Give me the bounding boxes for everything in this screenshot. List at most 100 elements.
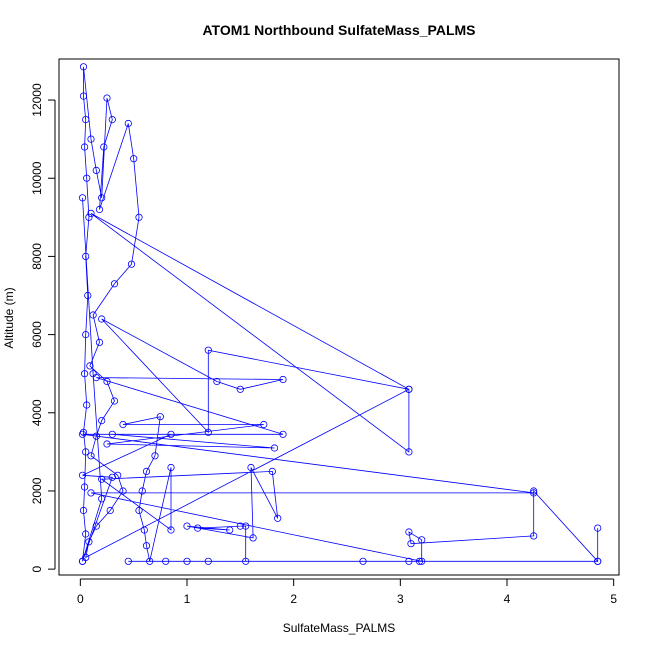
- data-point: [242, 522, 250, 530]
- data-point: [242, 557, 250, 565]
- data-point: [167, 526, 175, 534]
- data-point: [142, 542, 151, 550]
- data-point: [167, 463, 175, 472]
- data-point: [89, 311, 97, 319]
- data-point: [81, 370, 89, 378]
- data-point: [78, 430, 87, 438]
- data-point: [268, 467, 276, 475]
- data-point: [140, 526, 148, 534]
- data-point: [110, 397, 119, 405]
- y-axis: 0 2000 4000 6000 8000 10000 12000: [30, 83, 56, 572]
- data-point: [415, 557, 424, 565]
- data-point: [82, 330, 90, 339]
- data-point: [530, 487, 538, 495]
- data-point: [405, 448, 413, 456]
- data-point: [405, 385, 413, 393]
- data-point: [78, 557, 87, 565]
- data-point: [79, 506, 88, 515]
- data-point: [95, 205, 104, 214]
- y-tick-label: 12000: [30, 83, 44, 117]
- data-point: [108, 116, 116, 124]
- data-point: [79, 63, 88, 71]
- data-point: [135, 213, 143, 221]
- x-tick-label: 1: [184, 592, 191, 606]
- data-point: [127, 260, 136, 268]
- data-point: [183, 522, 191, 530]
- y-tick-label: 4000: [30, 399, 44, 426]
- data-point: [78, 471, 87, 479]
- data-point: [119, 420, 127, 429]
- data-point: [106, 506, 114, 515]
- data-point: [142, 467, 151, 475]
- data-point: [146, 557, 154, 565]
- data-point: [405, 528, 413, 536]
- data-point: [236, 385, 244, 393]
- y-tick-label: 6000: [30, 321, 44, 348]
- data-point: [87, 452, 95, 460]
- x-tick-label: 3: [397, 592, 404, 606]
- plot-area: [78, 63, 602, 565]
- data-point: [108, 430, 116, 438]
- data-point: [82, 530, 90, 538]
- y-tick-label: 0: [30, 565, 44, 572]
- data-point: [87, 209, 95, 217]
- data-point: [119, 487, 127, 495]
- data-point: [530, 532, 538, 540]
- data-point: [84, 291, 92, 300]
- data-point: [124, 557, 132, 565]
- data-point: [594, 557, 602, 565]
- data-point: [86, 362, 94, 370]
- plot-frame: [58, 58, 620, 576]
- data-point: [81, 483, 89, 491]
- data-point: [204, 346, 212, 354]
- data-point: [405, 557, 413, 565]
- data-point: [98, 416, 106, 425]
- data-point: [87, 489, 95, 497]
- x-axis-label: SulfateMass_PALMS: [283, 621, 396, 635]
- x-tick-label: 0: [77, 592, 84, 606]
- data-point: [247, 463, 255, 472]
- data-point: [130, 155, 138, 163]
- x-tick-label: 5: [610, 592, 617, 606]
- series-line: [82, 66, 599, 563]
- data-point: [81, 143, 89, 151]
- data-point: [249, 534, 257, 542]
- data-point: [226, 526, 234, 534]
- data-point: [279, 430, 287, 438]
- data-point: [110, 280, 119, 288]
- data-point: [92, 432, 100, 440]
- x-tick-label: 4: [504, 592, 511, 606]
- data-point: [82, 116, 90, 124]
- data-point: [194, 524, 202, 532]
- data-point: [92, 166, 100, 174]
- x-axis: 0 1 2 3 4 5: [77, 578, 617, 606]
- data-point: [167, 430, 175, 438]
- data-point: [103, 440, 111, 448]
- data-point: [79, 92, 88, 100]
- data-point: [260, 420, 268, 429]
- data-point: [103, 94, 111, 102]
- data-point: [213, 377, 221, 386]
- data-point: [89, 370, 97, 378]
- data-point: [92, 522, 100, 530]
- data-point: [162, 557, 170, 565]
- data-point: [407, 540, 415, 548]
- data-point: [98, 194, 106, 202]
- data-point: [95, 338, 104, 346]
- data-point: [85, 213, 93, 221]
- y-tick-label: 8000: [30, 243, 44, 270]
- data-point: [124, 119, 132, 128]
- data-point: [151, 452, 159, 460]
- data-point: [204, 557, 212, 565]
- data-point: [87, 135, 95, 143]
- data-point: [100, 143, 108, 151]
- chart-title: ATOM1 Northbound SulfateMass_PALMS: [202, 22, 475, 38]
- data-point: [418, 536, 426, 544]
- data-point: [138, 487, 146, 495]
- data-point: [274, 514, 282, 522]
- data-point: [83, 174, 91, 182]
- data-point: [82, 448, 90, 456]
- y-tick-label: 2000: [30, 477, 44, 504]
- data-point: [156, 413, 164, 421]
